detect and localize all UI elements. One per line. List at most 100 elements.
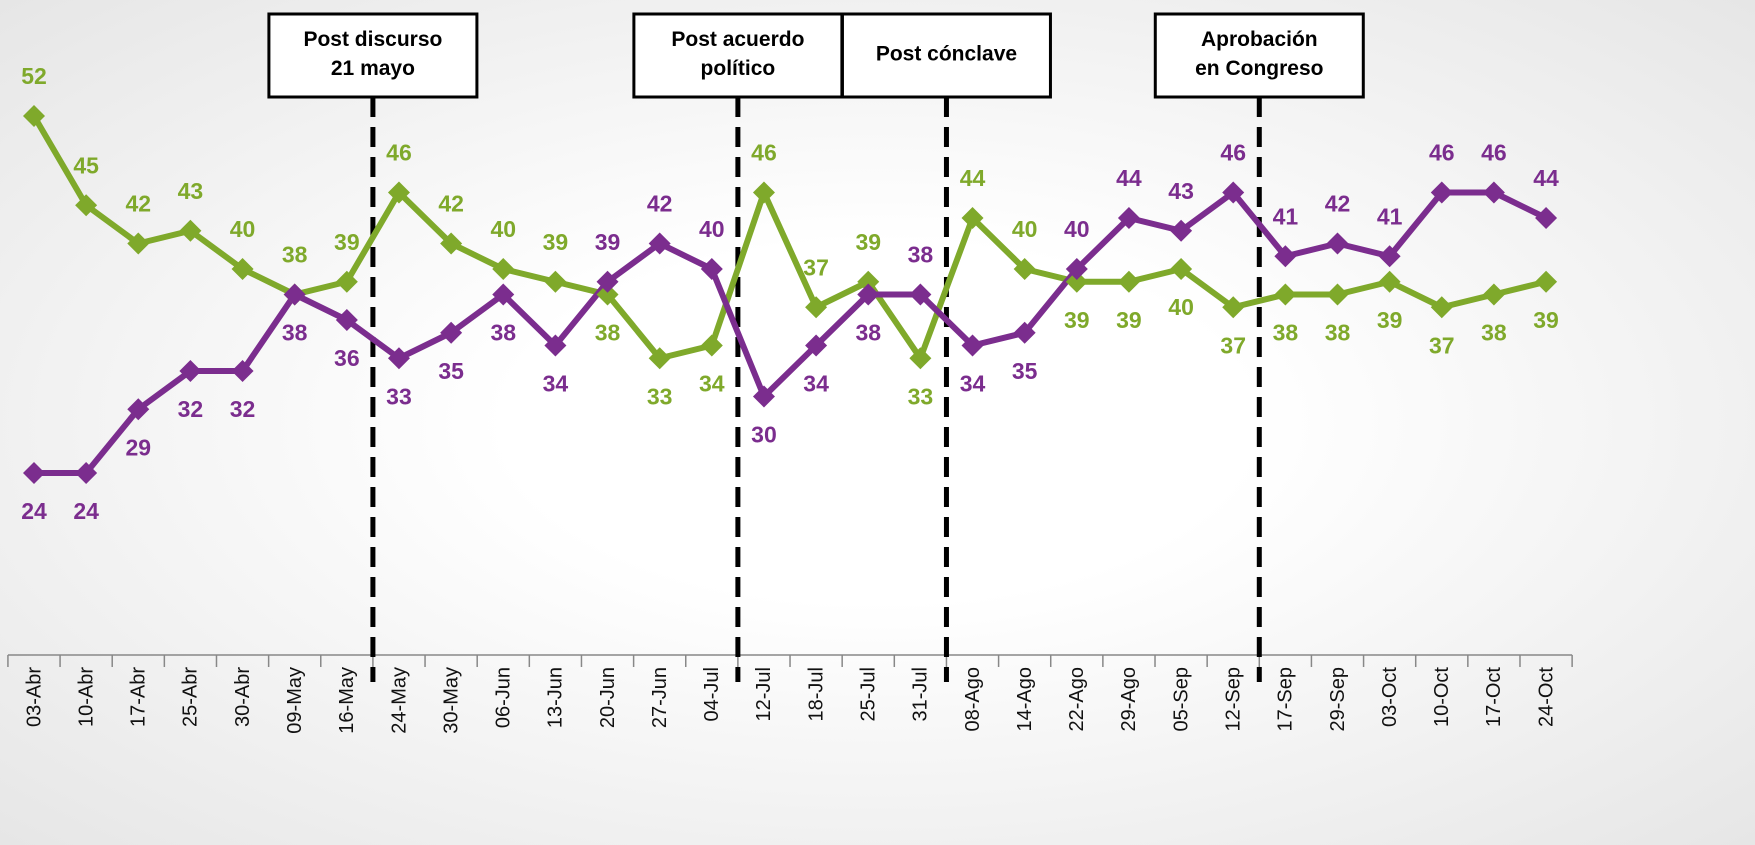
marker [231, 360, 254, 382]
x-tick-label: 24-May [388, 667, 410, 734]
marker [1378, 245, 1401, 268]
data-label: 34 [803, 371, 829, 397]
x-tick-label: 17-Abr [128, 667, 150, 727]
data-label: 38 [908, 242, 934, 268]
data-label: 35 [438, 358, 464, 384]
x-tick-label: 06-Jun [493, 667, 515, 728]
marker [700, 258, 723, 280]
x-tick-label: 16-May [336, 667, 358, 734]
data-label: 37 [1429, 332, 1455, 358]
x-tick-label: 29-Sep [1327, 667, 1349, 732]
data-label: 32 [178, 396, 204, 422]
marker [23, 462, 45, 484]
data-label: 45 [73, 152, 99, 178]
marker [231, 258, 254, 280]
data-label: 30 [751, 422, 777, 448]
marker [752, 181, 775, 204]
x-tick-label: 13-Jun [545, 667, 567, 728]
event-box [840, 12, 1052, 99]
marker [1065, 270, 1088, 293]
event-label: Post discurso [303, 28, 442, 51]
x-tick-label: 25-Abr [180, 667, 202, 727]
data-label: 40 [1168, 294, 1194, 320]
marker [544, 334, 567, 357]
event-label: 21 mayo [331, 57, 415, 80]
marker [387, 347, 410, 370]
x-tick-label: 30-Abr [232, 667, 254, 727]
marker [283, 283, 306, 306]
marker [1326, 283, 1349, 306]
marker [961, 334, 984, 357]
data-label: 41 [1273, 203, 1299, 229]
x-tick-label: 14-Ago [1014, 667, 1036, 732]
marker [75, 194, 98, 217]
marker [909, 347, 932, 370]
data-label: 37 [1220, 332, 1246, 358]
x-tick-label: 17-Oct [1483, 667, 1505, 727]
marker [75, 462, 98, 484]
marker [1535, 270, 1558, 293]
x-tick-label: 22-Ago [1066, 667, 1088, 732]
data-label: 38 [855, 320, 881, 346]
marker [127, 398, 150, 421]
data-label: 40 [1012, 216, 1038, 242]
data-label: 38 [595, 320, 621, 346]
data-label: 39 [334, 229, 360, 255]
data-label: 44 [960, 165, 986, 191]
data-label: 39 [1064, 307, 1090, 333]
x-tick-label: 31-Jul [910, 667, 932, 721]
data-label: 46 [386, 140, 412, 166]
marker [596, 270, 619, 293]
x-tick-label: 12-Jul [753, 667, 775, 721]
data-label: 40 [1064, 216, 1090, 242]
x-tick-label: 04-Jul [701, 667, 723, 721]
data-label: 38 [282, 320, 308, 346]
data-label: 38 [1481, 320, 1507, 346]
marker [440, 321, 463, 344]
marker [1482, 181, 1505, 204]
event-label: político [701, 57, 776, 80]
marker [1170, 219, 1193, 242]
data-label: 32 [230, 396, 256, 422]
x-tick-label: 24-Oct [1535, 667, 1557, 727]
marker [857, 283, 880, 306]
marker [492, 283, 515, 306]
x-tick-label: 10-Oct [1431, 667, 1453, 727]
x-tick-label: 18-Jul [805, 667, 827, 721]
marker [179, 360, 202, 382]
series-line [34, 189, 1548, 476]
data-label: 39 [855, 229, 881, 255]
event-box [1153, 12, 1365, 99]
x-tick-label: 25-Jul [858, 667, 880, 721]
data-label: 40 [230, 216, 256, 242]
data-label: 44 [1533, 165, 1559, 191]
data-label: 39 [1533, 307, 1559, 333]
marker [1535, 207, 1558, 229]
data-label: 39 [1116, 307, 1142, 333]
x-tick-label: 29-Ago [1118, 667, 1140, 732]
data-label: 33 [908, 383, 934, 409]
x-tick-label: 27-Jun [649, 667, 671, 728]
marker [857, 270, 880, 293]
event-box [267, 12, 479, 99]
marker [805, 334, 828, 357]
event-label: en Congreso [1195, 57, 1323, 80]
marker [648, 347, 671, 370]
x-tick-label: 03-Abr [23, 667, 45, 727]
marker [700, 334, 723, 357]
data-label: 52 [21, 63, 47, 89]
data-label: 39 [1377, 307, 1403, 333]
data-label: 42 [647, 191, 673, 217]
marker [596, 283, 619, 306]
event-box [632, 12, 844, 99]
data-label: 41 [1377, 203, 1403, 229]
marker [1326, 232, 1349, 255]
marker [1222, 296, 1245, 319]
marker [544, 270, 567, 293]
event-label: Aprobación [1201, 28, 1318, 51]
x-tick-label: 03-Oct [1379, 667, 1401, 727]
data-label: 39 [543, 229, 569, 255]
marker [1117, 207, 1140, 229]
marker [1274, 245, 1297, 268]
